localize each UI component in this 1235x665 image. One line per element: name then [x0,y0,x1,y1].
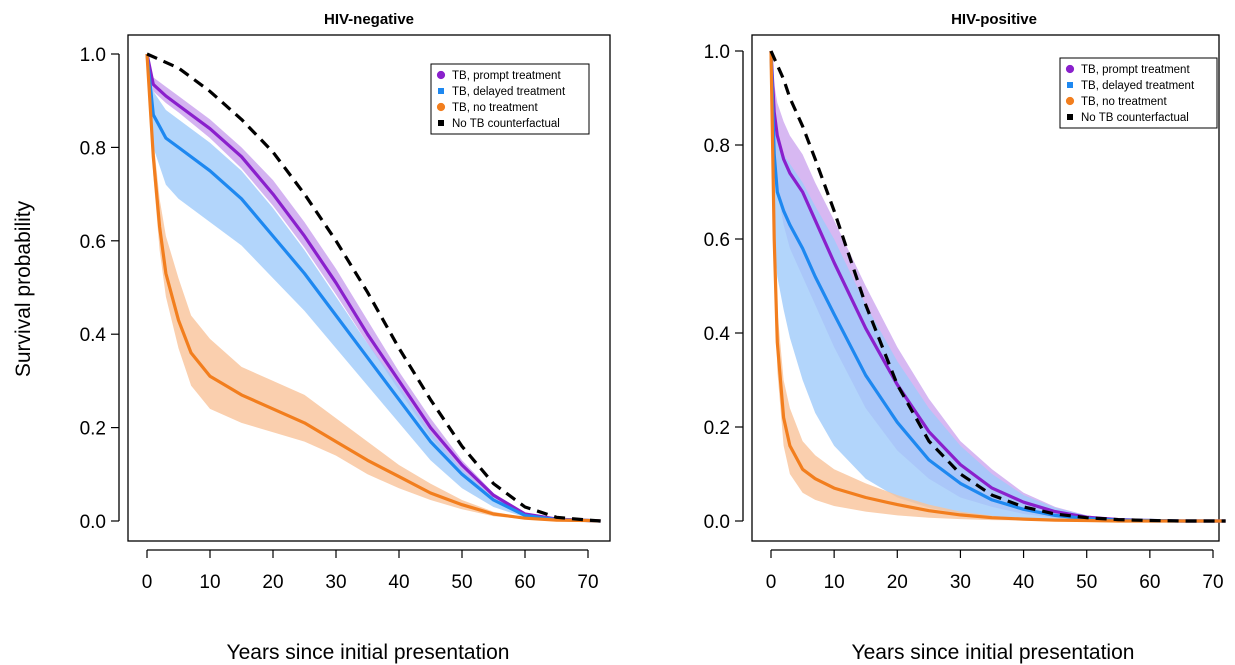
y-tick-label: 0.2 [80,419,106,440]
legend-left: TB, prompt treatment TB, delayed treatmen… [430,63,590,135]
legend-label-none: TB, no treatment [1081,96,1167,108]
x-tick-label: 70 [1202,572,1223,593]
panel-title-hiv-positive: HIV-positive [951,11,1037,28]
x-axis-title-right: Years since initial presentation [852,641,1135,664]
legend-marker-none [1065,96,1075,106]
legend-marker-none [436,102,446,112]
x-tick-label: 40 [1013,572,1034,593]
x-tick-label: 0 [142,572,153,593]
x-tick-label: 60 [514,572,535,593]
panel-hiv-positive: HIV-positive 0 10 20 30 40 50 60 70 0.0 0.2 0.4 0.6… [704,11,1226,664]
x-tick-label: 60 [1139,572,1160,593]
x-tick-label: 70 [577,572,598,593]
legend-marker-delayed [1067,82,1073,88]
legend-marker-delayed [438,88,444,94]
legend-right: TB, prompt treatment TB, delayed treatmen… [1059,57,1218,129]
x-tick-label: 20 [262,572,283,593]
legend-marker-prompt [1065,64,1075,74]
y-axis-title: Survival probability [12,200,35,377]
plot-frame-left [127,34,611,542]
y-tick-label: 0.4 [704,324,731,345]
x-tick-label: 40 [388,572,409,593]
x-tick-label: 30 [325,572,346,593]
legend-label-delayed: TB, delayed treatment [452,86,566,98]
panel-title-hiv-negative: HIV-negative [324,11,414,28]
y-tick-label: 0.8 [704,136,730,157]
y-tick-label: 0.4 [80,325,107,346]
y-tick-label: 0.0 [80,512,106,533]
plot-frame-right [751,34,1220,542]
x-tick-label: 0 [766,572,777,593]
axes-right: 0 10 20 30 40 50 60 70 0.0 0.2 0.4 0.6 0.8 1.0 [704,42,1224,593]
plot-area-right [769,50,1226,523]
line-counterfactual [769,50,1226,523]
legend-marker-prompt [436,70,446,80]
legend-label-prompt: TB, prompt treatment [1081,64,1190,76]
x-tick-label: 50 [451,572,472,593]
line-none [145,53,601,523]
legend-label-none: TB, no treatment [452,102,538,114]
x-tick-label: 20 [887,572,908,593]
x-tick-label: 50 [1076,572,1097,593]
y-tick-label: 0.8 [80,138,106,159]
axes-left: 0 10 20 30 40 50 60 70 0.0 0.2 0.4 0.6 0.8 1.0 [80,45,599,593]
panel-hiv-negative: HIV-negative 0 10 20 30 40 50 60 70 0.0 0.2 0.4 0.6… [12,11,611,664]
y-tick-label: 1.0 [704,42,730,63]
y-tick-label: 0.0 [704,512,730,533]
legend-label-delayed: TB, delayed treatment [1081,80,1195,92]
x-tick-label: 30 [950,572,971,593]
line-counterfactual [146,52,601,523]
x-axis-title-left: Years since initial presentation [227,641,510,664]
legend-box [430,63,590,135]
y-tick-label: 0.6 [704,230,730,251]
legend-label-counterfactual: No TB counterfactual [1081,112,1189,124]
x-tick-label: 10 [824,572,845,593]
y-tick-label: 0.6 [80,232,106,253]
legend-marker-counterfactual [1067,114,1073,120]
line-delayed [145,53,601,523]
y-tick-label: 0.2 [704,418,730,439]
legend-label-prompt: TB, prompt treatment [452,70,561,82]
legend-label-counterfactual: No TB counterfactual [452,118,560,130]
plot-area-left [145,52,601,523]
legend-box [1059,57,1218,129]
band-none [771,51,1226,521]
legend-marker-counterfactual [438,120,444,126]
band-prompt [147,54,601,521]
y-tick-label: 1.0 [80,45,106,66]
x-tick-label: 10 [199,572,220,593]
